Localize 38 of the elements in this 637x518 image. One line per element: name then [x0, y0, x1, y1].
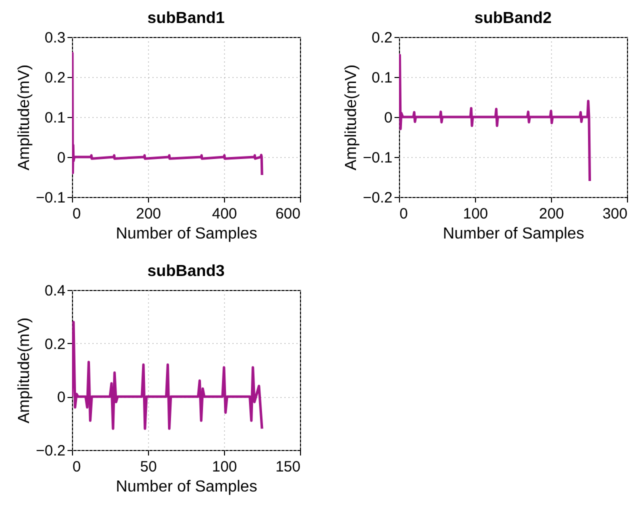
- chart-title: subBand2: [474, 10, 552, 27]
- x-tick-label: 400: [212, 206, 238, 222]
- y-tick-label: −0.1: [362, 150, 392, 166]
- y-tick-label: 0.3: [44, 30, 66, 46]
- chart-title: subBand3: [147, 263, 225, 280]
- y-tick-label: 0.1: [372, 70, 392, 86]
- y-tick-label: 0.2: [44, 336, 66, 353]
- line-series: [72, 52, 264, 176]
- x-axis-title: Number of Samples: [442, 226, 584, 242]
- y-tick-label: −0.1: [36, 190, 66, 206]
- x-tick-label: 100: [212, 458, 238, 476]
- x-tick-label: 0: [72, 458, 81, 476]
- y-tick-label: 0: [384, 110, 392, 126]
- y-tick-label: 0.1: [44, 110, 66, 126]
- y-tick-label: 0.4: [44, 282, 66, 300]
- x-tick-label: 600: [275, 206, 300, 222]
- y-axis-title: Amplitude(mV): [16, 318, 33, 424]
- x-axis-title: Number of Samples: [116, 226, 258, 242]
- x-tick-label: 0: [400, 206, 408, 222]
- y-axis-title: Amplitude(mV): [16, 64, 33, 170]
- x-tick-label: 100: [462, 206, 488, 222]
- x-tick-label: 300: [602, 206, 628, 222]
- line-series: [72, 320, 264, 430]
- y-axis-title: Amplitude(mV): [342, 64, 360, 170]
- x-tick-label: 200: [538, 206, 564, 222]
- y-tick-label: 0.2: [372, 30, 392, 46]
- x-tick-label: 150: [275, 458, 300, 476]
- x-tick-label: 50: [140, 458, 157, 476]
- line-series: [399, 54, 592, 182]
- y-tick-label: 0: [57, 150, 66, 166]
- chart-title: subBand1: [147, 10, 225, 27]
- y-tick-label: −0.2: [36, 442, 66, 460]
- y-tick-label: 0: [57, 389, 66, 406]
- y-tick-label: −0.2: [362, 190, 392, 206]
- x-tick-label: 200: [136, 206, 162, 222]
- x-axis-title: Number of Samples: [116, 478, 258, 496]
- x-tick-label: 0: [72, 206, 81, 222]
- y-tick-label: 0.2: [44, 70, 66, 86]
